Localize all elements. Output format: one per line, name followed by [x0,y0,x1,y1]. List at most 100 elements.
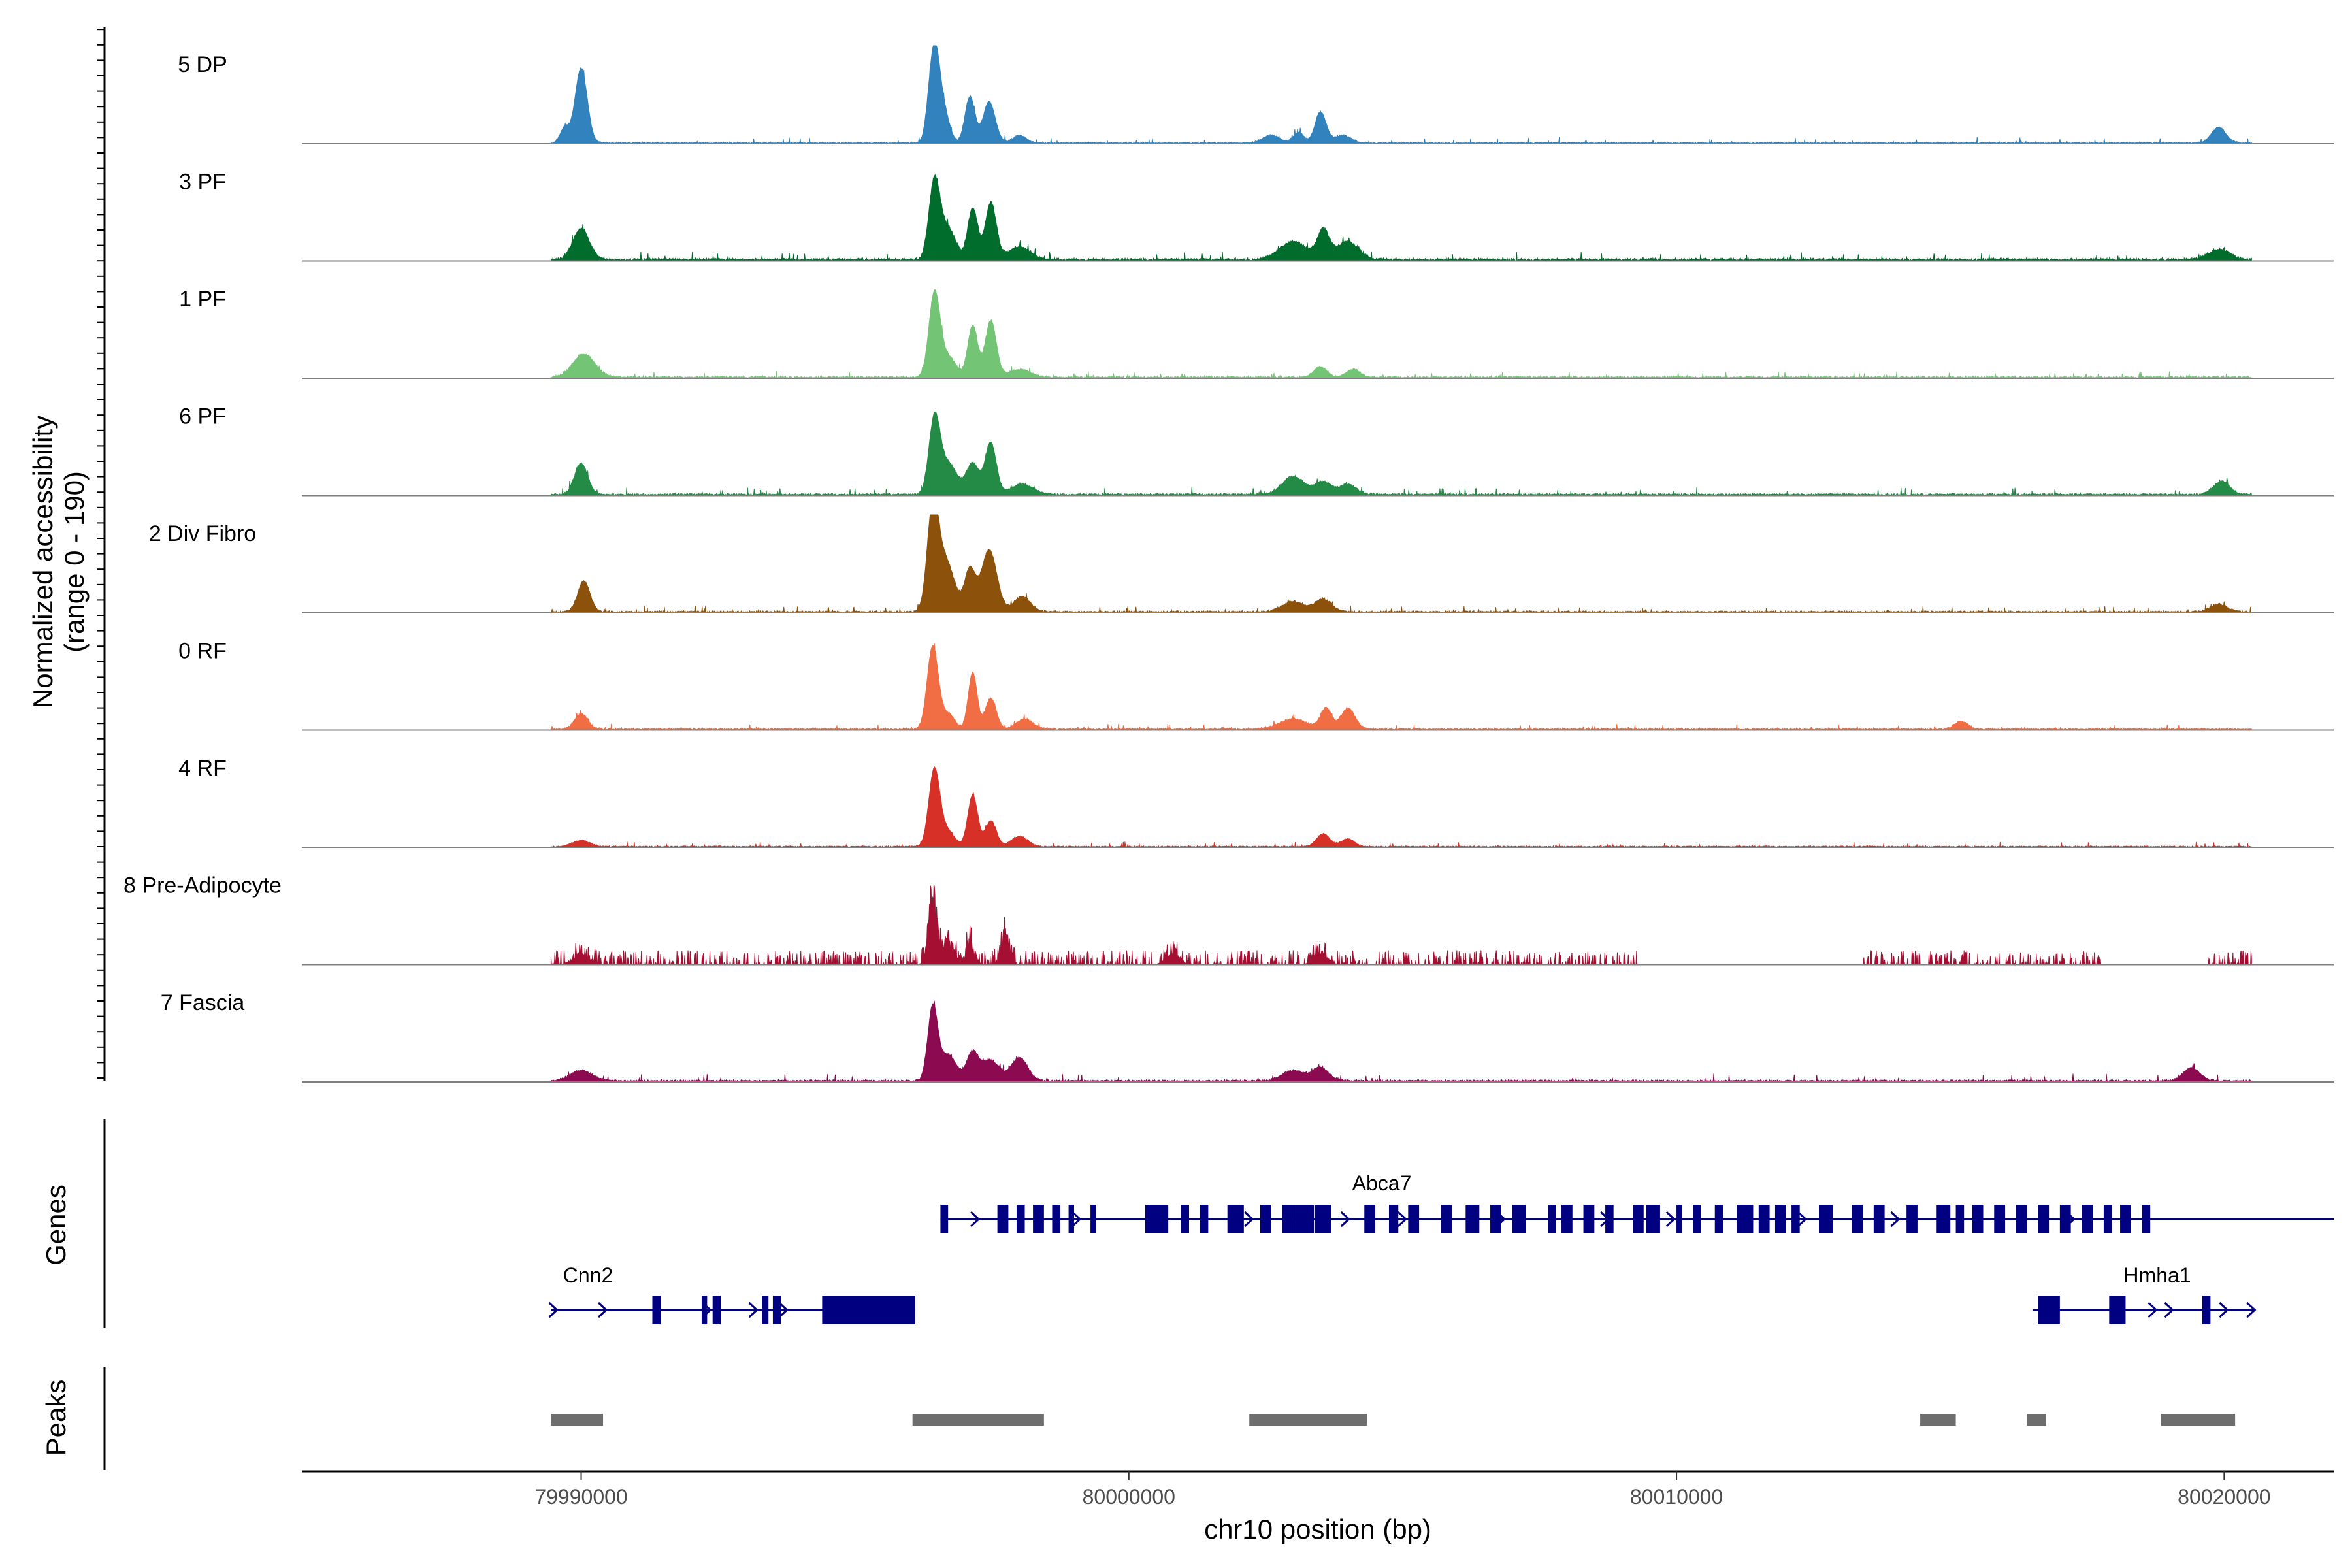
peak-annotation-panel [551,1414,2236,1426]
gene-exon [1955,1205,1965,1233]
gene-exon [1465,1205,1480,1233]
gene-exon [1758,1205,1770,1233]
gene-exon [1145,1205,1169,1233]
gene-exon [1852,1205,1863,1233]
x-tick-label: 80010000 [1630,1485,1723,1509]
gene-strand-arrow [1715,1211,1725,1228]
gene-exon [1714,1205,1723,1233]
coverage-area [550,45,2252,145]
x-tick-label: 80020000 [2178,1485,2270,1509]
gene-strand-arrow [1397,1211,1408,1228]
gene-exon [1512,1205,1526,1233]
gene-strand-arrow [778,1301,789,1318]
gene-exon [1260,1205,1271,1233]
coverage-area [550,289,2252,380]
gene-exon [1737,1205,1754,1233]
gene-strand-arrow [1151,1211,1161,1228]
gene-exon [1408,1205,1420,1233]
gene-exon [940,1205,949,1233]
peak-region [2161,1414,2236,1426]
peak-region [551,1414,604,1426]
gene-exon [762,1296,769,1324]
gene-exon [1090,1205,1096,1233]
coverage-area [550,1000,2252,1083]
y-axis-range-label: (range 0 - 190) [59,471,90,653]
gene-exon [2109,1296,2126,1324]
gene-exon [1646,1205,1660,1233]
gene-exon [1200,1205,1209,1233]
gene-strand-arrow [2148,1301,2158,1318]
gene-strand-arrow [1244,1211,1254,1228]
gene-exon [1693,1205,1701,1233]
gene-exon [701,1296,708,1324]
peaks-panel-label: Peaks [41,1380,71,1456]
gene-exon [1873,1205,1885,1233]
y-axis-title: Normalized accessibility [27,416,58,708]
gene-exon [1315,1205,1331,1233]
gene-exon [2142,1205,2151,1233]
gene-strand-arrow [2164,1301,2174,1318]
gene-exon [1282,1205,1296,1233]
coverage-tracks [302,45,2334,1083]
gene-strand-arrow [970,1211,981,1228]
gene-strand-arrow [2065,1211,2076,1228]
gene-strand-arrow [1495,1211,1507,1228]
gene-exon [1364,1205,1376,1233]
gene-exon [1906,1205,1918,1233]
track-label: 3 PF [179,170,226,195]
gene-exon [1388,1205,1399,1233]
peak-region [2027,1414,2046,1426]
gene-exon [2016,1205,2027,1233]
peak-region [1920,1414,1956,1426]
gene-exon [1296,1205,1315,1233]
gene-label: Cnn2 [563,1264,613,1287]
gene-exon [652,1296,661,1324]
genes-panel-label: Genes [41,1184,71,1266]
x-tick-label: 79990000 [534,1485,627,1509]
gene-exon [1994,1205,2006,1233]
gene-exon [1016,1205,1025,1233]
coverage-area [550,173,2252,263]
track-label: 2 Div Fibro [149,521,256,546]
gene-exon [1227,1205,1244,1233]
gene-strand-arrow [2044,1301,2054,1318]
gene-label: Abca7 [1352,1171,1412,1195]
coverage-area [550,514,2252,614]
gene-exon [1774,1205,1786,1233]
gene-exon [2202,1296,2211,1324]
gene-strand-arrow [1071,1211,1082,1228]
gene-exon [1819,1205,1833,1233]
track-label: 5 DP [178,52,227,77]
gene-exon [1441,1205,1452,1233]
track-label: 7 Fascia [161,990,245,1015]
gene-exon [2059,1205,2071,1233]
gene-exon [1936,1205,1951,1233]
gene-label: Hmha1 [2123,1264,2191,1287]
coverage-area [550,412,2252,497]
track-label: 6 PF [179,404,226,429]
gene-strand-arrow [1340,1211,1350,1228]
coverage-area [550,643,2252,732]
gene-exon [2038,1296,2060,1324]
gene-exon [2038,1205,2050,1233]
gene-exon [2120,1205,2131,1233]
x-axis-title: chr10 position (bp) [1204,1514,1431,1544]
peak-region [1249,1414,1367,1426]
peak-region [912,1414,1044,1426]
gene-strand-arrow [2246,1301,2257,1318]
gene-exon [997,1205,1009,1233]
gene-strand-arrow [748,1301,759,1318]
x-tick-label: 80000000 [1083,1485,1175,1509]
gene-strand-arrow [1600,1211,1610,1228]
gene-exon [1033,1205,1044,1233]
gene-strand-arrow [1665,1211,1676,1228]
axes: 79990000 80000000 80010000 80020000 [97,27,2334,1509]
gene-exon [772,1296,781,1324]
gene-exon [1583,1205,1595,1233]
gene-exon [2082,1205,2093,1233]
gene-exon [1676,1205,1682,1233]
gene-exon [1181,1205,1190,1233]
gene-strand-arrow [1890,1211,1901,1228]
gene-annotation-panel: Abca7 Cnn2 Hmha1 [548,1171,2334,1324]
